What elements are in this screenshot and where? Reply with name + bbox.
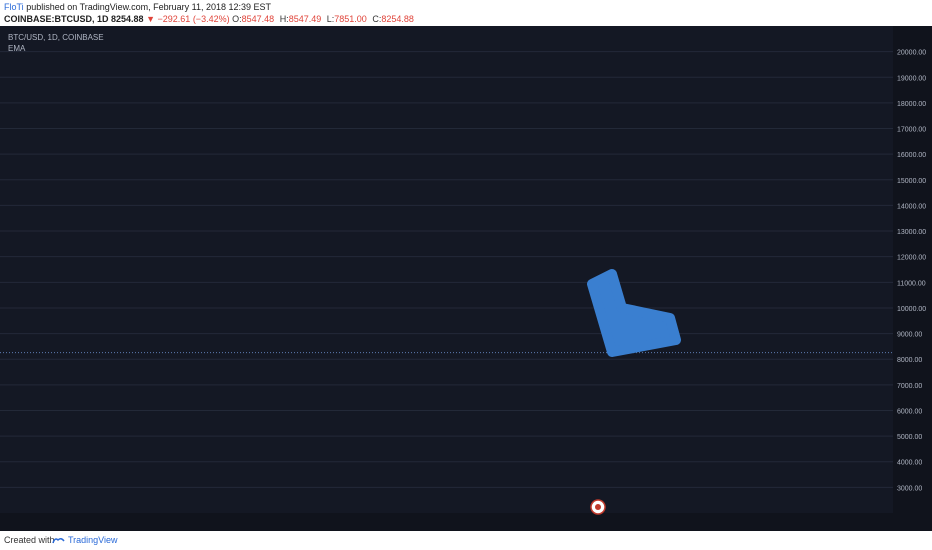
- arrow-icon: [587, 269, 681, 357]
- y-tick-label: 19000.00: [897, 75, 926, 82]
- y-tick-label: 12000.00: [897, 255, 926, 262]
- last-price: 8254.88: [111, 14, 144, 24]
- x-axis: Sep15Oct16Nov15Dec18201815Feb15Mar15Apr1…: [0, 513, 932, 531]
- y-tick-label: 20000.00: [897, 50, 926, 57]
- high-label: H:: [279, 14, 289, 24]
- y-tick-label: 14000.00: [897, 203, 926, 210]
- price-chart[interactable]: (1)(2)(3)(4)(5)(A)(B)(C)17 3000.004000.0…: [0, 26, 932, 531]
- y-tick-label: 13000.00: [897, 229, 926, 236]
- y-tick-label: 15000.00: [897, 178, 926, 185]
- y-tick-label: 9000.00: [897, 332, 922, 339]
- close-label: C:: [372, 14, 382, 24]
- y-tick-label: 6000.00: [897, 408, 922, 415]
- created-with-label: Created with: [4, 535, 55, 545]
- y-axis-panel: [893, 26, 932, 531]
- publish-header: FloTi published on TradingView.com, Febr…: [4, 0, 924, 26]
- y-tick-label: 16000.00: [897, 152, 926, 159]
- chart-background: [0, 26, 932, 531]
- publish-info: published on TradingView.com, February 1…: [26, 2, 272, 12]
- y-tick-label: 10000.00: [897, 306, 926, 313]
- legend-indicator[interactable]: EMA: [8, 44, 26, 53]
- tradingview-logo-icon: [52, 537, 65, 544]
- ohlc-line: COINBASE:BTCUSD, 1D 8254.88 ▼ −292.61 (−…: [4, 14, 417, 24]
- close-value: 8254.88: [381, 14, 414, 24]
- price-change: −292.61 (−3.42%): [157, 14, 230, 24]
- y-axis: 3000.00 4000.00 5000.00 6000.00 7000.00 8000.…: [893, 26, 932, 531]
- y-tick-label: 8000.00: [897, 357, 922, 364]
- low-value: 7851.00: [334, 14, 367, 24]
- y-tick-label: 7000.00: [897, 383, 922, 390]
- y-tick-label: 4000.00: [897, 460, 922, 467]
- legend-symbol: BTC/USD, 1D, COINBASE: [8, 33, 104, 42]
- tradingview-link[interactable]: TradingView: [68, 535, 118, 545]
- y-tick-label: 17000.00: [897, 127, 926, 134]
- y-tick-label: 11000.00: [897, 280, 926, 287]
- down-arrow-icon: ▼: [146, 14, 156, 24]
- open-value: 8547.48: [241, 14, 275, 24]
- y-tick-label: 3000.00: [897, 485, 922, 492]
- chart-grid: [0, 51, 893, 488]
- publish-line: FloTi published on TradingView.com, Febr…: [4, 2, 271, 12]
- low-label: L:: [326, 14, 335, 24]
- y-tick-label: 5000.00: [897, 434, 922, 441]
- author-link[interactable]: FloTi: [4, 2, 24, 12]
- x-axis-panel: [0, 513, 932, 531]
- emoji-marker-icon: [590, 499, 606, 515]
- high-value: 8547.49: [288, 14, 322, 24]
- footer: Created with TradingView: [0, 531, 932, 550]
- symbol-label: COINBASE:BTCUSD, 1D: [4, 14, 109, 24]
- y-tick-label: 18000.00: [897, 101, 926, 108]
- open-label: O:: [232, 14, 242, 24]
